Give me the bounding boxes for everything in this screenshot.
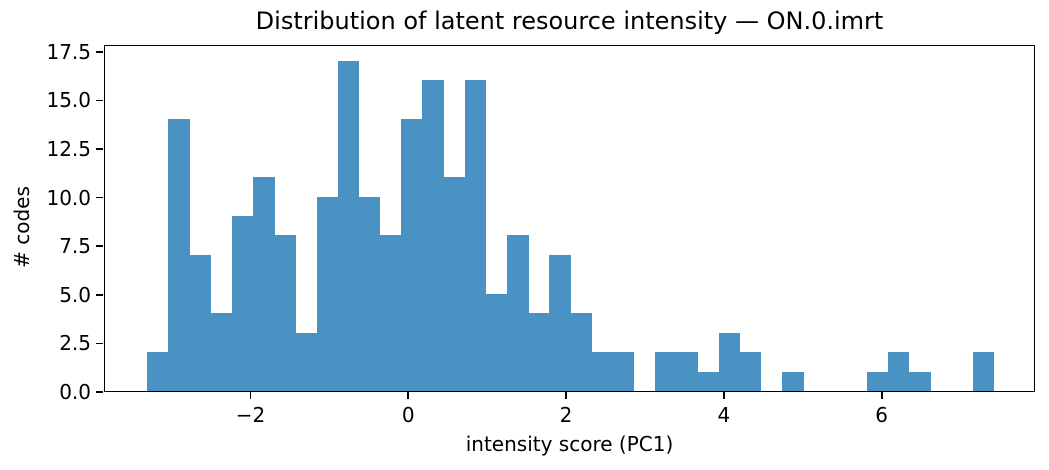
x-tick-label: 2 [559, 403, 573, 427]
y-tick-label: 7.5 [59, 234, 91, 259]
y-tick-mark [96, 391, 103, 393]
x-tick-mark [407, 392, 410, 399]
x-tick-label: −2 [235, 403, 266, 427]
histogram-bar [464, 79, 487, 391]
histogram-bar [147, 352, 169, 391]
histogram-bar [887, 352, 910, 391]
x-axis-label: intensity score (PC1) [465, 432, 674, 456]
x-tick-mark [880, 392, 883, 399]
histogram-bars-container [105, 46, 1034, 391]
histogram-bar [718, 332, 741, 391]
histogram-bar [909, 371, 931, 391]
histogram-bar [380, 235, 402, 391]
y-tick-label: 0.0 [59, 380, 91, 404]
y-tick-mark [96, 342, 103, 345]
x-tick-mark [722, 392, 725, 399]
histogram-bar [866, 371, 889, 391]
histogram-bar [316, 196, 339, 391]
histogram-bar [549, 254, 571, 391]
x-tick-mark [249, 392, 252, 399]
plot-area [104, 45, 1035, 392]
histogram-bar [591, 352, 614, 391]
histogram-bar [295, 332, 317, 391]
chart-title: Distribution of latent resource intensit… [255, 7, 884, 35]
histogram-bar [231, 216, 254, 391]
histogram-bar [168, 118, 190, 391]
y-tick-mark [96, 196, 103, 199]
histogram-bar [274, 235, 296, 391]
x-tick-label: 4 [717, 403, 731, 427]
y-tick-label: 17.5 [46, 39, 91, 64]
histogram-bar [528, 313, 550, 391]
histogram-bar [739, 352, 762, 391]
histogram-bar [697, 371, 719, 391]
histogram-bar [189, 254, 212, 391]
x-tick-label: 0 [401, 403, 415, 427]
x-tick-mark [565, 392, 567, 399]
histogram-bar [676, 352, 698, 391]
histogram-bar [570, 313, 593, 391]
histogram-bar [782, 371, 804, 391]
histogram-bar [507, 235, 529, 391]
histogram-bar [401, 118, 423, 391]
y-tick-label: 2.5 [59, 331, 91, 356]
y-tick-label: 15.0 [46, 88, 91, 113]
histogram-bar [655, 352, 677, 391]
y-tick-mark [96, 148, 103, 150]
histogram-bar [485, 293, 508, 391]
y-axis-label: # codes [10, 186, 34, 268]
histogram-bar [358, 196, 381, 391]
y-tick-label: 5.0 [59, 282, 91, 307]
y-tick-mark [96, 50, 103, 53]
histogram-bar [422, 79, 444, 391]
x-tick-label: 6 [875, 403, 888, 427]
y-tick-mark [96, 245, 103, 248]
histogram-bar [443, 177, 466, 391]
y-tick-label: 10.0 [46, 185, 91, 210]
histogram-bar [972, 352, 995, 391]
histogram-bar [253, 177, 275, 391]
histogram-bar [337, 60, 360, 391]
histogram-bar [612, 352, 635, 391]
y-tick-mark [96, 99, 103, 102]
y-tick-mark [96, 293, 103, 296]
y-tick-label: 12.5 [46, 137, 91, 161]
histogram-bar [210, 313, 233, 391]
